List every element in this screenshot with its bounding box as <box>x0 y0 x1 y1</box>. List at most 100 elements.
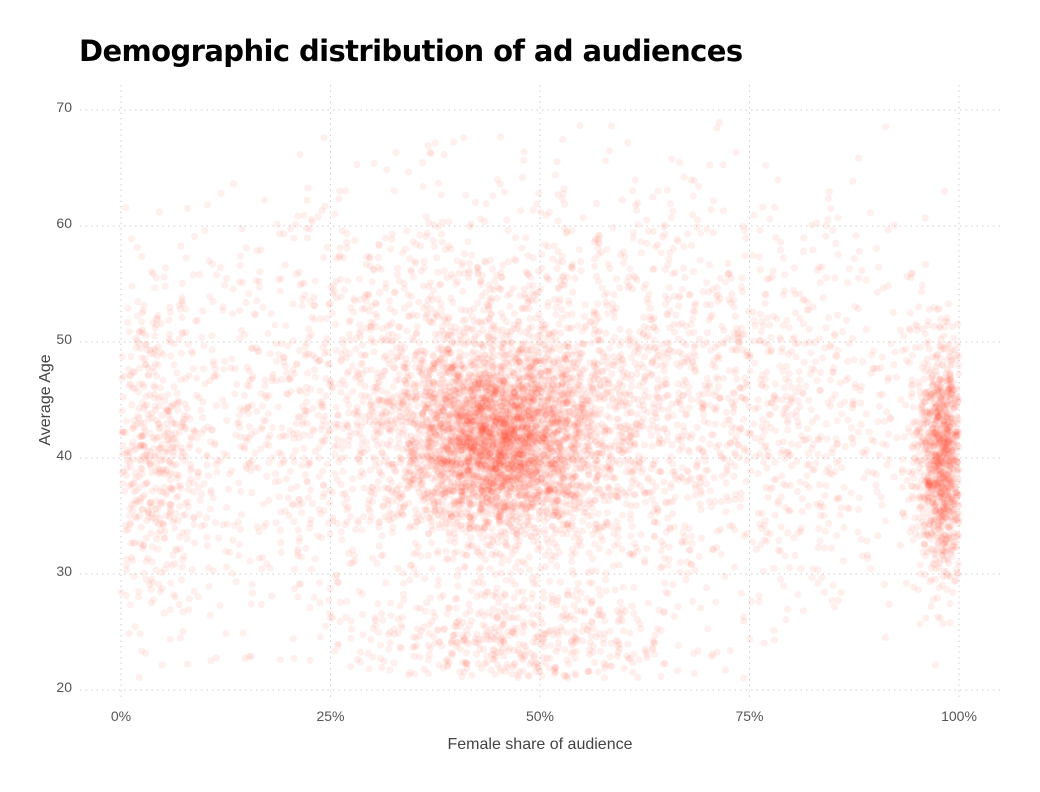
scatter-point <box>910 403 918 411</box>
scatter-point <box>208 332 216 340</box>
scatter-point <box>468 463 476 471</box>
scatter-point <box>880 580 889 589</box>
scatter-point <box>705 261 714 269</box>
scatter-point <box>563 520 572 528</box>
scatter-point <box>402 418 410 426</box>
scatter-point <box>540 382 548 390</box>
scatter-point <box>409 481 417 489</box>
scatter-point <box>440 408 448 416</box>
scatter-point <box>595 449 603 457</box>
scatter-point <box>720 421 728 429</box>
scatter-point <box>490 391 498 399</box>
scatter-point <box>427 451 435 459</box>
scatter-point <box>480 524 488 532</box>
scatter-point <box>264 329 272 337</box>
scatter-point <box>430 507 438 515</box>
scatter-point <box>594 300 602 308</box>
scatter-point <box>899 455 907 463</box>
scatter-point <box>433 511 441 519</box>
scatter-point <box>264 410 272 418</box>
scatter-point <box>470 421 478 429</box>
scatter-point <box>398 456 406 464</box>
scatter-point <box>481 370 489 378</box>
scatter-point <box>284 494 292 502</box>
scatter-point <box>496 451 504 459</box>
scatter-point <box>496 397 505 405</box>
scatter-point <box>872 481 880 489</box>
scatter-point <box>470 401 478 409</box>
scatter-point <box>209 298 217 306</box>
scatter-point <box>471 385 479 393</box>
scatter-point <box>516 459 524 467</box>
scatter-point <box>626 433 634 442</box>
scatter-point <box>711 420 719 428</box>
scatter-point <box>479 434 487 442</box>
scatter-point <box>511 401 519 409</box>
scatter-point <box>822 482 830 490</box>
scatter-point <box>389 383 397 391</box>
scatter-point <box>548 394 556 402</box>
scatter-point <box>600 443 609 451</box>
scatter-point <box>504 412 513 420</box>
scatter-point <box>540 433 548 441</box>
scatter-point <box>423 385 431 393</box>
scatter-point <box>458 487 467 495</box>
scatter-point <box>537 437 545 445</box>
scatter-point <box>538 264 546 272</box>
scatter-point <box>708 361 716 369</box>
scatter-point <box>668 155 676 163</box>
scatter-point <box>703 225 711 233</box>
scatter-point <box>551 328 559 336</box>
scatter-point <box>352 345 360 353</box>
scatter-point <box>722 479 730 487</box>
scatter-point <box>473 442 481 450</box>
scatter-point <box>529 351 538 359</box>
scatter-point <box>219 307 227 315</box>
scatter-point <box>547 448 556 456</box>
scatter-point <box>616 598 624 606</box>
scatter-point <box>356 429 364 437</box>
scatter-point <box>668 441 676 449</box>
scatter-point <box>518 365 526 373</box>
scatter-point <box>745 403 753 411</box>
scatter-point <box>472 481 480 489</box>
scatter-point <box>902 345 910 353</box>
scatter-point <box>177 242 185 250</box>
scatter-point <box>520 396 528 404</box>
scatter-point <box>511 442 520 450</box>
scatter-point <box>433 451 441 459</box>
scatter-point <box>503 216 511 224</box>
scatter-point <box>611 474 619 482</box>
scatter-point <box>356 321 364 329</box>
scatter-point <box>492 493 501 501</box>
scatter-point <box>446 501 454 509</box>
scatter-point <box>689 597 697 606</box>
scatter-point <box>798 495 806 503</box>
scatter-point <box>579 458 587 466</box>
scatter-point <box>289 337 297 345</box>
scatter-point <box>413 402 421 410</box>
scatter-point <box>585 521 593 529</box>
scatter-point <box>469 412 477 420</box>
scatter-point <box>497 462 505 470</box>
scatter-point <box>447 363 455 371</box>
scatter-point <box>478 487 487 495</box>
scatter-point <box>497 402 505 410</box>
scatter-point <box>452 437 460 445</box>
scatter-point <box>497 389 505 398</box>
scatter-point <box>500 443 508 451</box>
scatter-point <box>549 401 557 409</box>
scatter-point <box>514 414 522 422</box>
scatter-point <box>490 478 498 486</box>
scatter-point <box>478 422 486 430</box>
scatter-point <box>493 454 501 462</box>
scatter-point <box>424 367 432 375</box>
scatter-point <box>682 576 690 584</box>
scatter-point <box>706 440 714 448</box>
scatter-point <box>488 405 496 414</box>
scatter-point <box>185 340 193 348</box>
scatter-point <box>513 385 521 394</box>
scatter-point <box>719 374 728 382</box>
scatter-point <box>544 302 552 310</box>
scatter-point <box>382 495 390 503</box>
